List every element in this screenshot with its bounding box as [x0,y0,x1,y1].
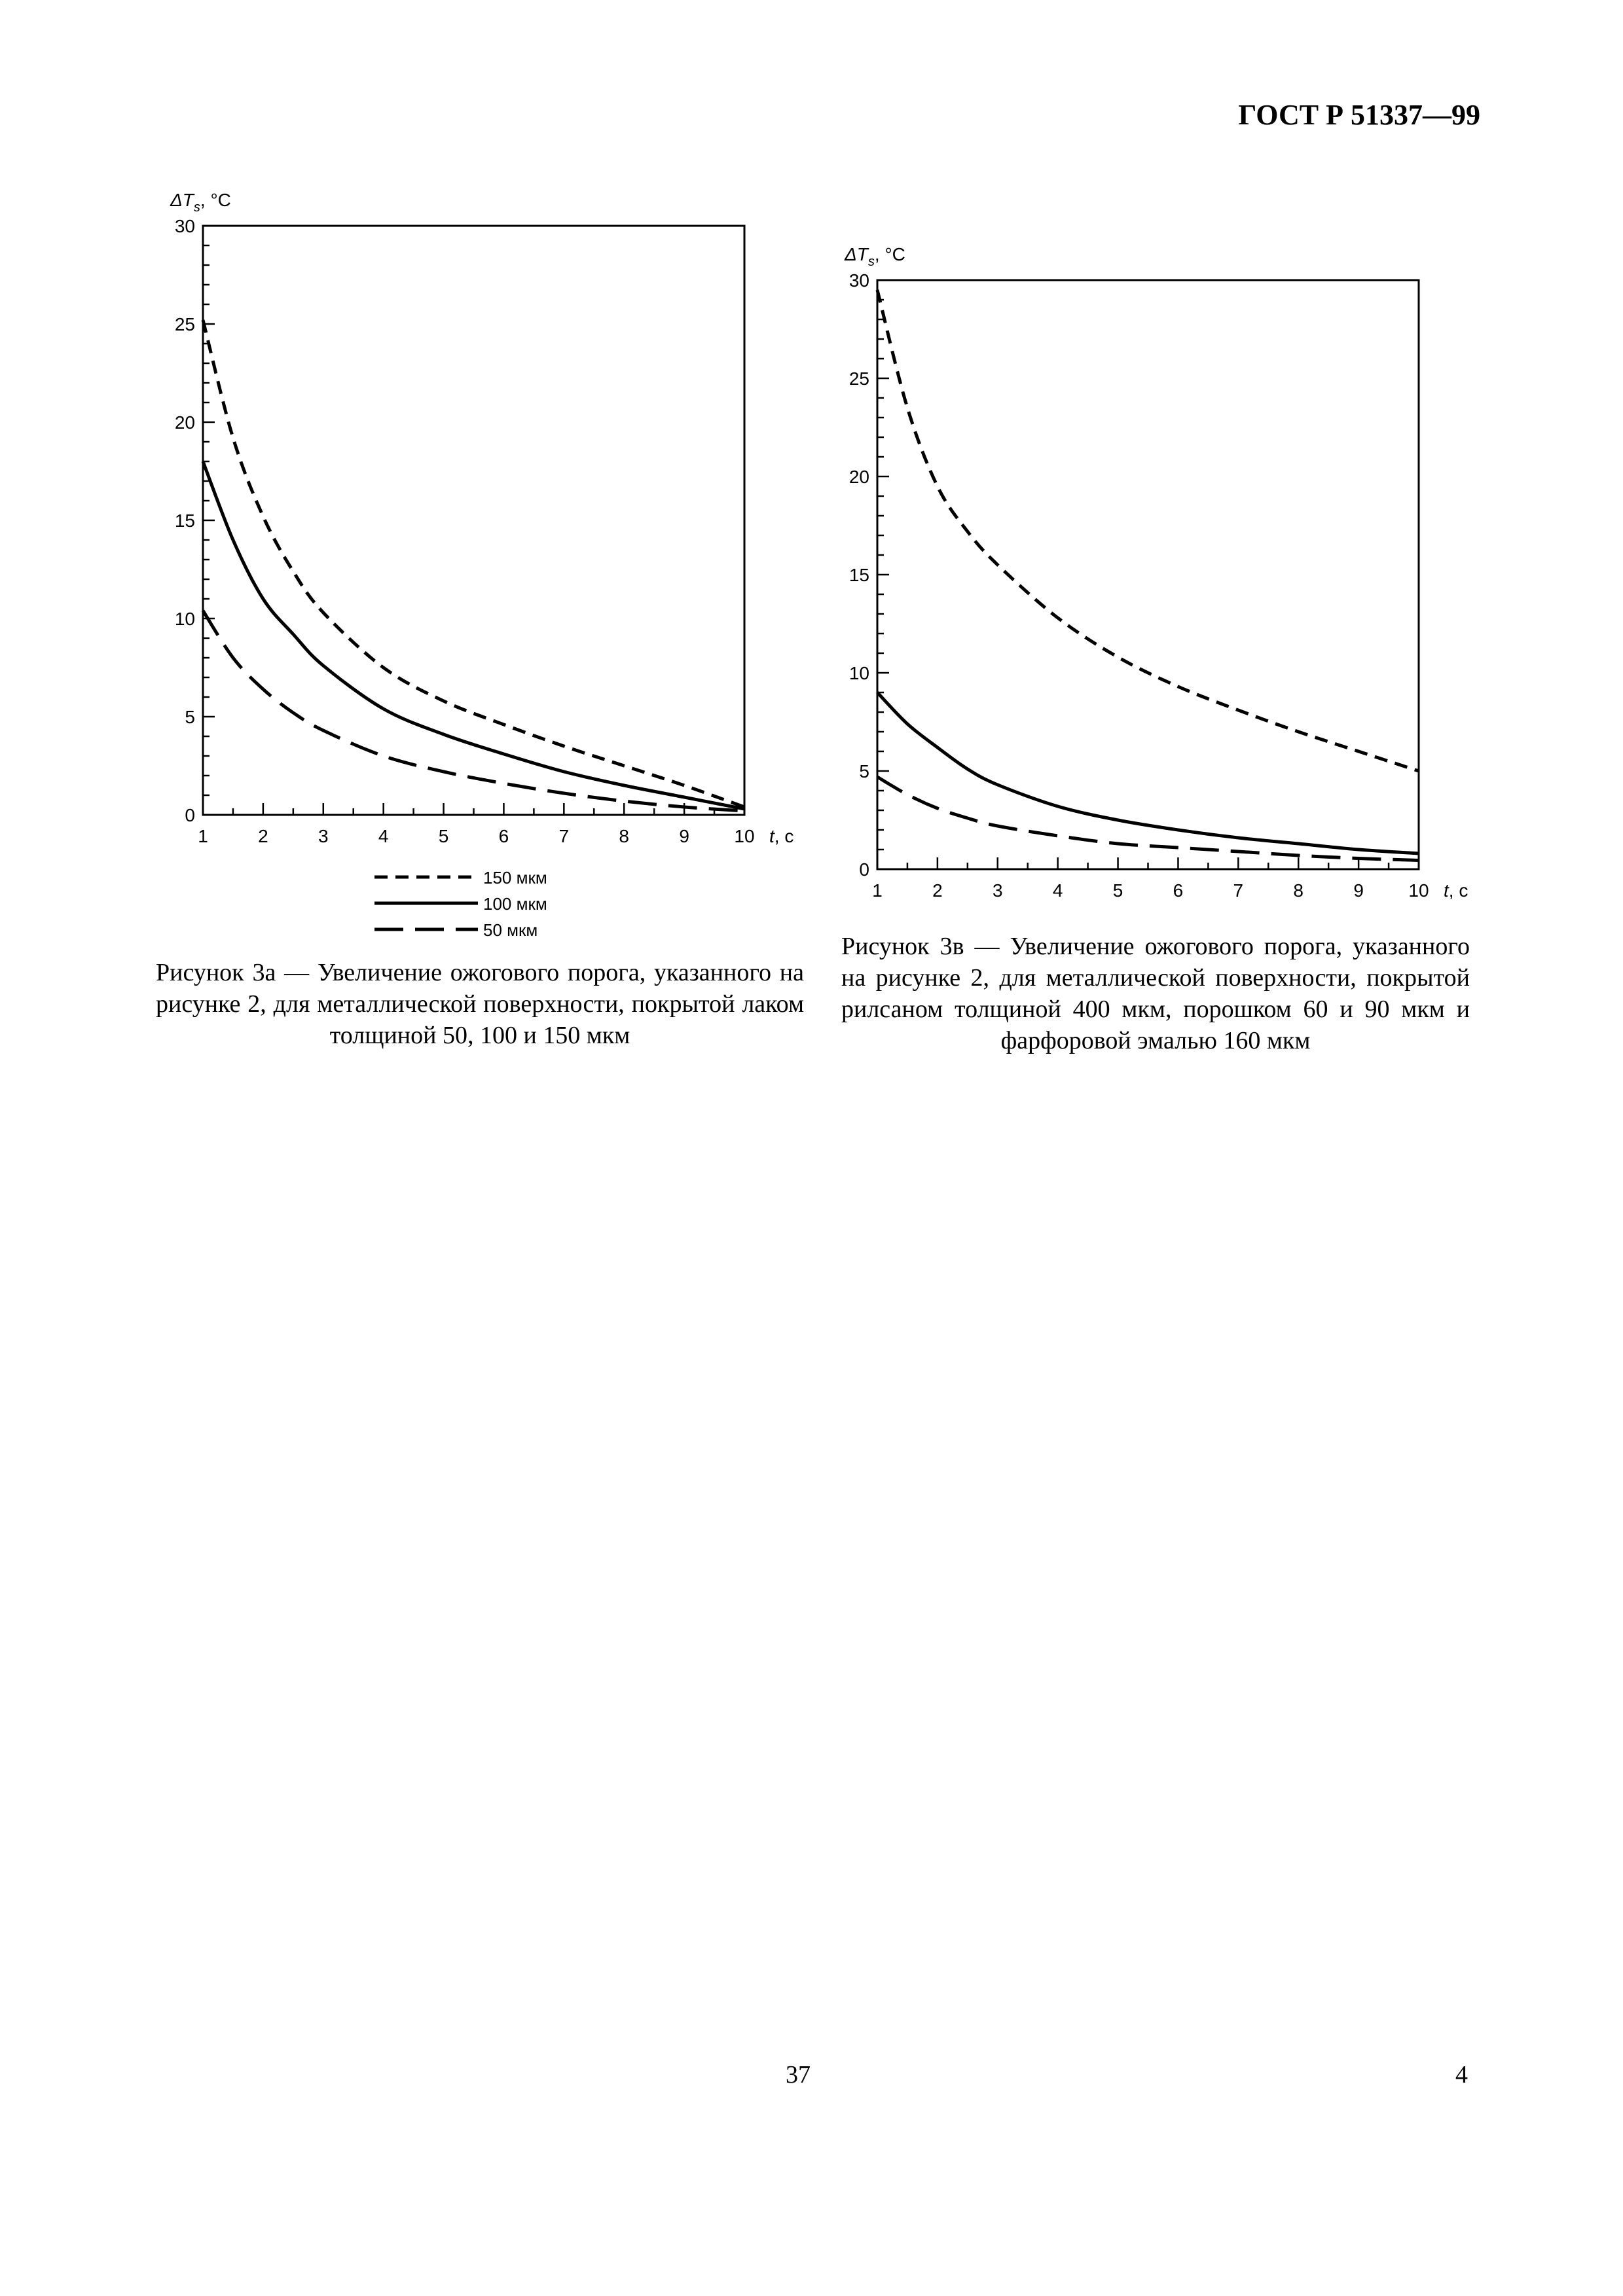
y-tick-label: 5 [185,707,195,727]
y-tick-label: 30 [849,270,869,291]
caption-figure-3v: Рисунок 3в — Увеличение ожогового порога… [841,933,1470,1054]
x-tick-label: 9 [679,826,689,846]
y-tick-label: 20 [175,412,195,433]
y-tick-label: 0 [859,859,869,880]
x-tick-label: 3 [318,826,329,846]
series-line-1 [876,691,1419,855]
legend-label: 100 мкм [483,894,547,914]
y-tick-label: 15 [849,565,869,585]
x-tick-label: 9 [1353,880,1364,901]
x-tick-label: 10 [734,826,754,846]
x-tick-label: 2 [258,826,268,846]
plot-frame [876,279,1420,870]
x-tick-label: 8 [1293,880,1304,901]
series-line-1 [201,461,745,811]
y-tick-label: 5 [859,761,869,781]
chart-3v: 0 5 10 15 20 25 30 1 2 3 4 5 6 7 8 9 10 t, с ΔTs, °C [844,244,1468,901]
x-tick-label: 4 [378,826,389,846]
page-number-right: 4 [1455,2061,1468,2089]
legend-label: 150 мкм [483,868,547,888]
y-axis-label: ΔTs, °C [170,190,231,215]
series-line-2 [876,775,1419,862]
x-tick-label: 6 [499,826,509,846]
x-tick-label: 5 [439,826,449,846]
plot-frame [202,224,746,816]
y-tick-label: 25 [849,368,869,389]
x-tick-label: 2 [932,880,943,901]
chart-3a: 0 5 10 15 20 25 30 1 2 3 4 5 6 7 8 9 10 t, с ΔTs, °C 150 мк… [170,190,793,940]
x-axis-label: t, с [1444,880,1468,901]
x-tick-label: 7 [1233,880,1244,901]
y-tick-label: 30 [175,216,195,236]
y-tick-label: 15 [175,511,195,531]
x-tick-label: 4 [1053,880,1063,901]
x-tick-label: 8 [619,826,629,846]
legend-label: 50 мкм [483,920,538,940]
series-line-2 [201,609,745,813]
x-tick-label: 10 [1408,880,1429,901]
page-number-left: 37 [786,2061,811,2089]
x-axis-label: t, с [769,826,793,846]
y-tick-label: 20 [849,467,869,487]
series-line-0 [201,319,745,809]
x-tick-label: 7 [559,826,570,846]
x-tick-label: 5 [1113,880,1123,901]
y-axis-label: ΔTs, °C [844,244,905,269]
y-tick-label: 10 [175,609,195,629]
y-tick-label: 10 [849,663,869,683]
series-line-0 [875,289,1419,773]
x-tick-label: 3 [993,880,1003,901]
x-tick-label: 1 [872,880,883,901]
y-tick-label: 0 [185,805,195,825]
x-tick-label: 1 [198,826,208,846]
y-tick-label: 25 [175,314,195,334]
x-tick-label: 6 [1173,880,1184,901]
caption-figure-3a: Рисунок 3а — Увеличение ожогового порога… [156,959,804,1049]
document-id: ГОСТ Р 51337—99 [1238,99,1480,131]
